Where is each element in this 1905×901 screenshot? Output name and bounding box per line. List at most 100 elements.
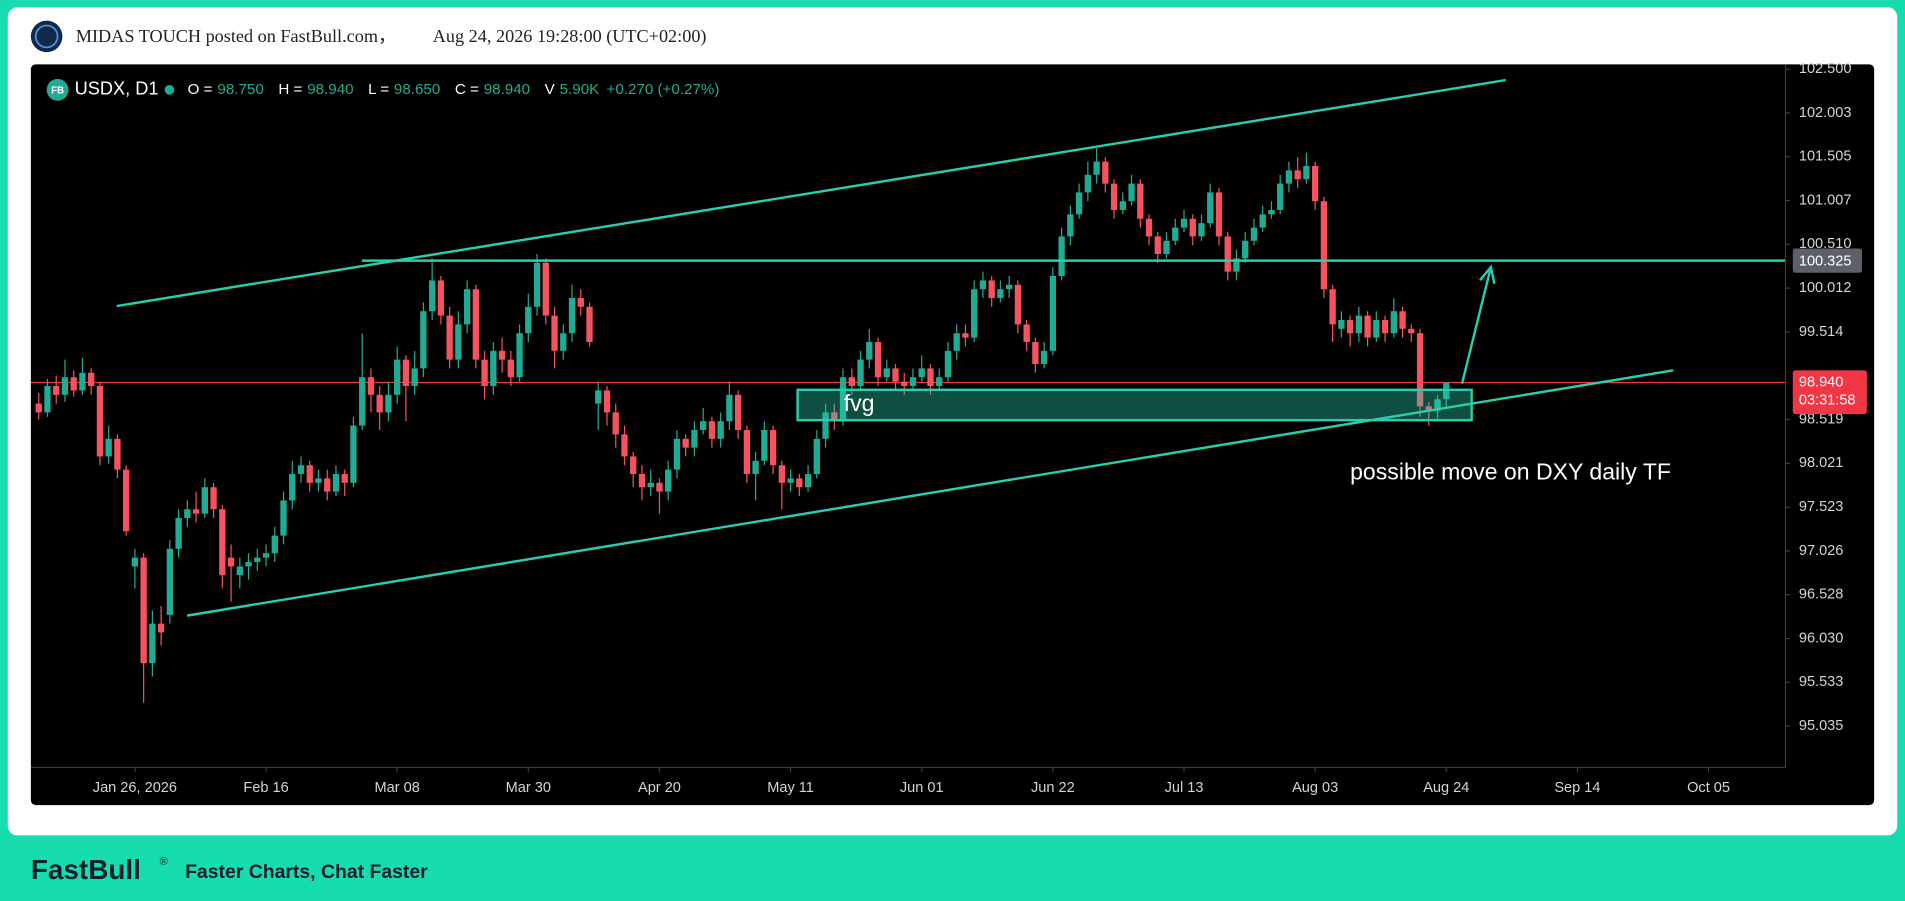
candle-body xyxy=(376,394,383,413)
y-tick-label: 98.519 xyxy=(1799,411,1844,427)
candle-body xyxy=(831,412,838,422)
candle-body xyxy=(901,381,908,387)
candle-body xyxy=(551,315,558,351)
candle-body xyxy=(35,403,42,413)
candle-body xyxy=(297,465,305,475)
candle-body xyxy=(979,280,987,290)
candle-body xyxy=(1128,183,1135,202)
candle-body xyxy=(367,377,375,395)
x-tick-label: Feb 16 xyxy=(243,780,288,796)
x-tick-label: Oct 05 xyxy=(1687,780,1730,796)
candle-body xyxy=(542,262,549,316)
candle-body xyxy=(1040,350,1048,365)
candle-body xyxy=(997,289,1004,299)
candle-body xyxy=(927,368,934,387)
candle-body xyxy=(839,377,847,422)
candle-body xyxy=(70,377,77,391)
candle-body xyxy=(1259,214,1266,228)
candle-body xyxy=(682,438,689,448)
candle-body xyxy=(665,469,672,492)
x-tick-label: Aug 24 xyxy=(1423,780,1469,796)
candle-body xyxy=(647,482,654,488)
x-tick-label: Mar 08 xyxy=(375,780,420,796)
candle-body xyxy=(595,390,602,404)
legend-field-label: C = xyxy=(455,81,479,98)
legend-field-label: V xyxy=(545,81,556,98)
candle-body xyxy=(988,280,995,299)
candle-body xyxy=(1005,284,1013,290)
candle-body xyxy=(1268,210,1275,215)
candle-body xyxy=(691,430,698,448)
candle-body xyxy=(289,474,296,501)
arrow-shaft xyxy=(1460,266,1493,385)
candle-body xyxy=(219,509,226,576)
candle-body xyxy=(114,438,121,470)
candle-body xyxy=(350,425,357,483)
candle-body xyxy=(1163,240,1170,255)
y-tick-label: 96.030 xyxy=(1799,630,1844,646)
trend-line xyxy=(116,78,1506,308)
legend-field-value: 98.750 xyxy=(217,81,263,98)
candle-body xyxy=(236,566,243,576)
y-tick-label: 102.003 xyxy=(1799,105,1852,121)
candle-body xyxy=(271,535,278,554)
candle-body xyxy=(1154,236,1161,255)
candle-body xyxy=(516,333,523,378)
candle-body xyxy=(726,394,733,422)
candle-body xyxy=(131,557,139,567)
candle-body xyxy=(743,430,751,475)
candle-body xyxy=(656,482,663,492)
candle-body xyxy=(79,372,86,391)
legend-change: +0.270 (+0.27%) xyxy=(607,81,720,98)
candle-body xyxy=(568,298,576,334)
candle-body xyxy=(140,557,147,664)
candle-body xyxy=(315,478,322,483)
candle-body xyxy=(53,386,60,395)
avatar-ring xyxy=(34,24,59,49)
candle-body xyxy=(1084,174,1091,193)
candle-body xyxy=(761,430,768,461)
y-tick-label: 95.035 xyxy=(1799,718,1844,734)
candle-body xyxy=(1338,320,1345,329)
candle-body xyxy=(525,306,532,334)
candle-body xyxy=(1180,218,1188,228)
candle-body xyxy=(953,333,960,351)
y-tick-label: 96.528 xyxy=(1799,587,1844,603)
candle-body xyxy=(1277,183,1284,211)
candle-body xyxy=(1364,315,1371,338)
candle-body xyxy=(638,474,646,488)
candle-body xyxy=(1373,320,1380,338)
candle-body xyxy=(61,377,69,395)
candle-body xyxy=(708,421,716,439)
candle-body xyxy=(1294,170,1301,180)
candle-body xyxy=(1102,161,1109,184)
chart-panel xyxy=(30,64,1875,806)
candle-body xyxy=(874,342,882,378)
y-tick-label: 99.514 xyxy=(1799,324,1844,340)
candle-body xyxy=(280,500,287,536)
candle-body xyxy=(778,465,786,483)
candle-body xyxy=(1172,227,1179,241)
level-label-box xyxy=(1792,248,1862,273)
legend-symbol: USDX, D1 xyxy=(75,79,159,99)
candle-body xyxy=(734,394,742,431)
post-header: MIDAS TOUCH posted on FastBull.com， Aug … xyxy=(30,20,706,53)
candle-body xyxy=(1058,236,1065,277)
candle-body xyxy=(157,623,165,633)
candle-body xyxy=(437,280,445,316)
candle-body xyxy=(1224,236,1231,272)
candle-body xyxy=(944,350,952,378)
candle-body xyxy=(245,562,252,567)
x-tick-label: Apr 20 xyxy=(638,780,681,796)
candle-body xyxy=(507,359,514,378)
price-label: 98.940 xyxy=(1799,374,1844,390)
y-tick-label: 98.021 xyxy=(1799,455,1844,471)
candle-body xyxy=(1233,258,1240,272)
candle-body xyxy=(420,311,427,369)
y-tick-label: 101.505 xyxy=(1799,149,1852,165)
candle-body xyxy=(1067,214,1074,237)
candle-body xyxy=(472,289,480,360)
plot-area: fvg possible move on DXY daily TF xyxy=(30,78,1786,703)
chart-legend: FB USDX, D1 O = 98.750 H = 98.940 L = 98.650 C =… xyxy=(46,79,720,101)
